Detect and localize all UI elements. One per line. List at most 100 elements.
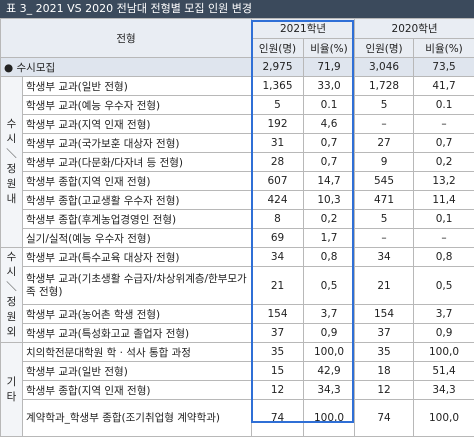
category-char: 수 [1, 251, 22, 264]
category-char: 내 [1, 193, 22, 206]
row-ratio-2020: 0,9 [414, 324, 474, 343]
row-ratio-2020: 11,4 [414, 191, 474, 210]
row-ratio-2021: 0,8 [304, 248, 355, 267]
row-label: 학생부 종합(고교생활 우수자 전형) [23, 191, 252, 210]
table-row: 학생부 종합(후계농업경영인 전형) 8 0,2 5 0,1 [1, 210, 474, 229]
row-ratio-2021: 1,7 [304, 229, 355, 248]
row-ratio-2021: 0,7 [304, 134, 355, 153]
row-count-2021: 192 [252, 115, 304, 134]
category-char: 시 [1, 266, 22, 279]
row-count-2021: 424 [252, 191, 304, 210]
row-count-2021: 28 [252, 153, 304, 172]
table-row: 학생부 교과(지역 인재 전형) 192 4,6 – – [1, 115, 474, 134]
row-label: 학생부 종합(지역 인재 전형) [23, 172, 252, 191]
category-char: 수 [1, 118, 22, 131]
row-ratio-2020: 0,8 [414, 248, 474, 267]
row-ratio-2020: 51,4 [414, 362, 474, 381]
row-label: 실기/실적(예능 우수자 전형) [23, 229, 252, 248]
row-count-2021: 34 [252, 248, 304, 267]
row-count-2021: 8 [252, 210, 304, 229]
category-char: 외 [1, 326, 22, 339]
row-count-2020: 1,728 [355, 77, 414, 96]
row-count-2020: 154 [355, 305, 414, 324]
row-count-2021: 69 [252, 229, 304, 248]
row-count-2021: 21 [252, 267, 304, 305]
category-char: 기 [1, 376, 22, 389]
row-count-2020: 12 [355, 381, 414, 400]
row-ratio-2020: 0.1 [414, 96, 474, 115]
row-ratio-2021: 42,9 [304, 362, 355, 381]
row-label: 학생부 교과(특성화고교 졸업자 전형) [23, 324, 252, 343]
row-label: 학생부 교과(예능 우수자 전형) [23, 96, 252, 115]
table-row: 학생부 교과(예능 우수자 전형) 5 0.1 5 0.1 [1, 96, 474, 115]
row-count-2021: 154 [252, 305, 304, 324]
year-2021-header: 2021학년 [252, 19, 355, 39]
row-ratio-2021: 0,9 [304, 324, 355, 343]
row-ratio-2020: 13,2 [414, 172, 474, 191]
row-ratio-2021: 3,7 [304, 305, 355, 324]
row-ratio-2021: 0,2 [304, 210, 355, 229]
category-char: 정 [1, 296, 22, 309]
row-count-2020: 37 [355, 324, 414, 343]
row-ratio-2020: – [414, 115, 474, 134]
row-count-2020: 74 [355, 400, 414, 437]
table-row: 학생부 종합(고교생활 우수자 전형) 424 10,3 471 11,4 [1, 191, 474, 210]
category-char: 시 [1, 133, 22, 146]
category-char: ＼ [1, 281, 22, 294]
row-ratio-2021: 100,0 [304, 343, 355, 362]
row-count-2020: 471 [355, 191, 414, 210]
row-label: 학생부 교과(국가보훈 대상자 전형) [23, 134, 252, 153]
row-count-2020: 21 [355, 267, 414, 305]
page: 표 3_ 2021 VS 2020 전남대 전형별 모집 인원 변경 전형 20… [0, 0, 474, 426]
row-ratio-2020: 100,0 [414, 343, 474, 362]
row-count-2021: 5 [252, 96, 304, 115]
table-row: 학생부 교과(일반 전형) 15 42,9 18 51,4 [1, 362, 474, 381]
row-ratio-2020: 41,7 [414, 77, 474, 96]
table-row: 학생부 교과(국가보훈 대상자 전형) 31 0,7 27 0,7 [1, 134, 474, 153]
ratio-header-2020: 비율(%) [414, 39, 474, 58]
row-ratio-2021: 100,0 [304, 400, 355, 437]
row-count-2020: 9 [355, 153, 414, 172]
summary-count-2020: 3,046 [355, 58, 414, 77]
year-2020-header: 2020학년 [355, 19, 474, 39]
row-count-2021: 74 [252, 400, 304, 437]
table-row: 계약학과_학생부 종합(조기취업형 계약학과) 74 100,0 74 100,… [1, 400, 474, 437]
row-label: 학생부 교과(일반 전형) [23, 77, 252, 96]
row-label: 학생부 종합(후계농업경영인 전형) [23, 210, 252, 229]
row-label: 학생부 교과(기초생활 수급자/차상위계층/한부모가족 전형) [23, 267, 252, 305]
table-row: 학생부 교과(기초생활 수급자/차상위계층/한부모가족 전형) 21 0,5 2… [1, 267, 474, 305]
table-row: 학생부 교과(다문화/다자녀 등 전형) 28 0,7 9 0,2 [1, 153, 474, 172]
category-char: ＼ [1, 148, 22, 161]
row-ratio-2020: 0,2 [414, 153, 474, 172]
row-count-2020: 18 [355, 362, 414, 381]
row-count-2020: 5 [355, 210, 414, 229]
row-label: 계약학과_학생부 종합(조기취업형 계약학과) [23, 400, 252, 437]
table-row: 학생부 교과(특성화고교 졸업자 전형) 37 0,9 37 0,9 [1, 324, 474, 343]
row-count-2021: 37 [252, 324, 304, 343]
row-count-2020: 27 [355, 134, 414, 153]
row-label: 학생부 종합(지역 인재 전형) [23, 381, 252, 400]
table-row: 학생부 종합(지역 인재 전형) 607 14,7 545 13,2 [1, 172, 474, 191]
header-row-years: 전형 2021학년 2020학년 [1, 19, 474, 39]
row-ratio-2021: 0.1 [304, 96, 355, 115]
row-count-2021: 1,365 [252, 77, 304, 96]
summary-ratio-2021: 71,9 [304, 58, 355, 77]
row-count-2021: 15 [252, 362, 304, 381]
row-ratio-2020: 100,0 [414, 400, 474, 437]
row-ratio-2020: 0,7 [414, 134, 474, 153]
row-label: 학생부 교과(지역 인재 전형) [23, 115, 252, 134]
row-count-2020: 545 [355, 172, 414, 191]
category-char: 타 [1, 391, 22, 404]
type-header: 전형 [1, 19, 252, 58]
row-label: 학생부 교과(일반 전형) [23, 362, 252, 381]
row-label: 학생부 교과(특수교육 대상자 전형) [23, 248, 252, 267]
row-ratio-2020: 0,5 [414, 267, 474, 305]
row-ratio-2020: 3,7 [414, 305, 474, 324]
row-label: 학생부 교과(다문화/다자녀 등 전형) [23, 153, 252, 172]
row-count-2021: 607 [252, 172, 304, 191]
